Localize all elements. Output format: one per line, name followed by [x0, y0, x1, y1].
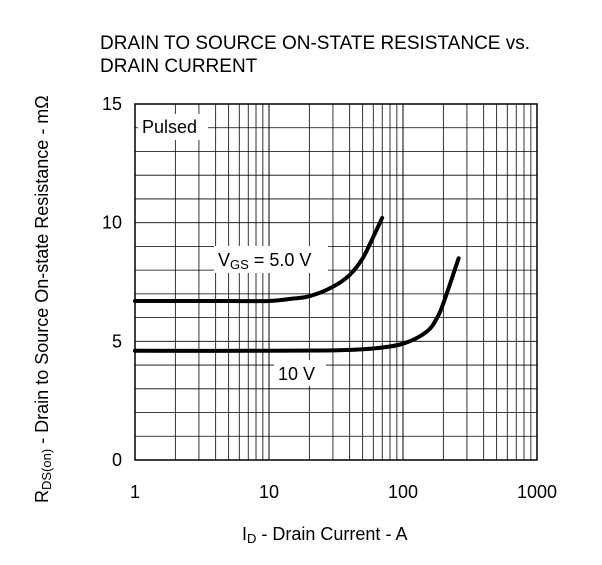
pulsed-annotation-bg [138, 114, 208, 140]
x-tick-labels: 1 10 100 1000 [130, 482, 557, 502]
y-axis-label-main: R [32, 490, 52, 503]
pulsed-annotation-text: Pulsed [142, 117, 197, 137]
x-axis-label-sub: D [247, 531, 256, 546]
y-tick-label: 10 [102, 213, 122, 233]
series-label-vgs-5v-bg [214, 246, 328, 273]
x-tick-label: 10 [259, 482, 279, 502]
plot-frame [134, 103, 538, 461]
y-axis-label: RDS(on) - Drain to Source On-state Resis… [32, 95, 54, 503]
y-tick-label: 15 [102, 94, 122, 114]
series-label-vgs-5v-main: V [218, 250, 230, 270]
chart-title: DRAIN TO SOURCE ON-STATE RESISTANCE vs. … [100, 32, 590, 78]
chart-title-line-1: DRAIN TO SOURCE ON-STATE RESISTANCE vs. [100, 33, 531, 54]
series-label-vgs-5v-text: VGS = 5.0 V [218, 250, 311, 272]
series-label-10v: 10 V [274, 360, 326, 386]
y-tick-labels: 0 5 10 15 [102, 94, 122, 470]
y-axis-label-sub: DS(on) [39, 449, 54, 490]
pulsed-annotation: Pulsed [138, 114, 208, 140]
series-layer [133, 215, 461, 353]
series-label-vgs-5v: VGS = 5.0 V [214, 246, 328, 273]
y-tick-label: 0 [112, 450, 122, 470]
chart-title-line-2: DRAIN CURRENT [100, 56, 258, 77]
x-axis-label-main: I [242, 524, 247, 544]
chart-grid [134, 103, 537, 461]
series-label-10v-text: 10 V [278, 364, 315, 384]
series-label-10v-bg [274, 360, 326, 386]
series-line-1 [133, 256, 461, 353]
series-label-vgs-5v-rest: = 5.0 V [249, 250, 312, 270]
y-tick-label: 5 [112, 331, 122, 351]
x-tick-label: 1 [130, 482, 140, 502]
series-line-0 [133, 215, 385, 304]
series-label-10v-main: 10 V [278, 364, 315, 384]
x-tick-label: 1000 [517, 482, 557, 502]
x-axis-label-rest: - Drain Current - A [256, 524, 407, 544]
series-label-vgs-5v-sub: GS [230, 257, 249, 272]
x-axis-label: ID - Drain Current - A [242, 524, 407, 546]
x-tick-label: 100 [388, 482, 418, 502]
y-axis-label-rest: - Drain to Source On-state Resistance - … [32, 95, 52, 449]
